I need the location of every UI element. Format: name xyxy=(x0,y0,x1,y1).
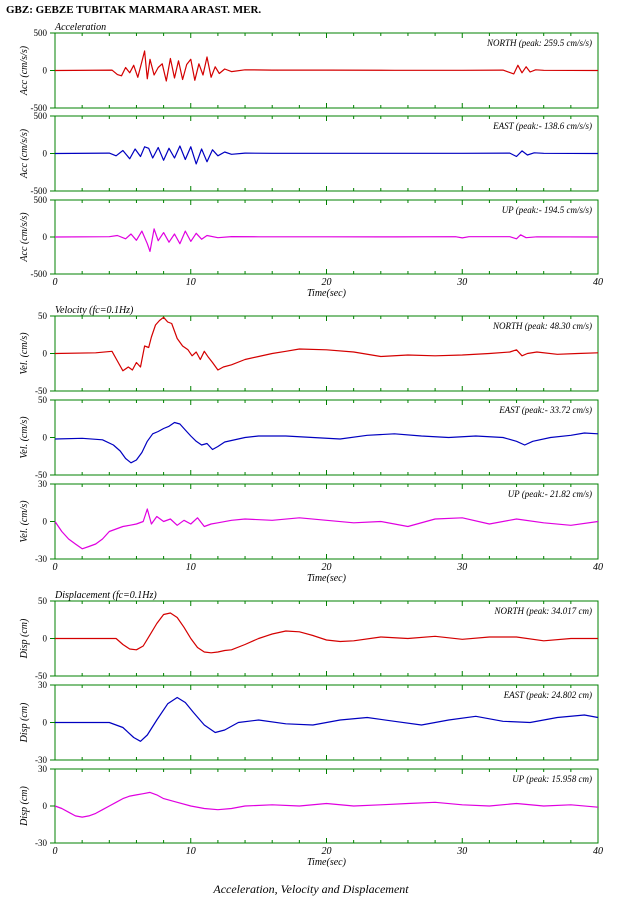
velocity-up-ylabel: Vel. (cm/s) xyxy=(19,500,30,543)
acceleration-east-peak-label: EAST (peak:- 138.6 cm/s/s) xyxy=(492,121,592,131)
velocity-xtick-label: 10 xyxy=(186,562,196,573)
acceleration-north-peak-label: NORTH (peak: 259.5 cm/s/s) xyxy=(486,38,592,48)
acceleration-xtick-label: 0 xyxy=(53,277,58,288)
velocity-east-ytick-label: -50 xyxy=(35,470,47,480)
acceleration-up-peak-label: UP (peak:- 194.5 cm/s/s) xyxy=(502,205,592,215)
acceleration-group-label: Acceleration xyxy=(54,22,106,33)
velocity-xlabel: Time(sec) xyxy=(307,573,347,584)
acceleration-xtick-label: 10 xyxy=(186,277,196,288)
acceleration-up-ytick-label: 500 xyxy=(34,195,48,205)
displacement-xtick-label: 30 xyxy=(456,846,467,857)
displacement-north-ytick-label: -50 xyxy=(35,671,47,681)
acceleration-up-series-line xyxy=(54,228,599,252)
displacement-north-ytick-label: 0 xyxy=(43,634,48,644)
acceleration-north-series-line xyxy=(54,50,599,82)
displacement-east-ylabel: Disp (cm) xyxy=(19,702,30,743)
acceleration-north-ytick-label: 500 xyxy=(34,28,48,38)
acceleration-north-ylabel: Acc (cm/s/s) xyxy=(19,45,30,96)
displacement-xtick-label: 40 xyxy=(593,846,603,857)
displacement-xtick-label: 20 xyxy=(322,846,332,857)
acceleration-east-ylabel: Acc (cm/s/s) xyxy=(19,128,30,179)
acceleration-xtick-label: 20 xyxy=(322,277,332,288)
displacement-xtick-label: 10 xyxy=(186,846,196,857)
displacement-east-series-line xyxy=(55,696,599,742)
displacement-xtick-label: 0 xyxy=(53,846,58,857)
acceleration-xtick-label: 40 xyxy=(593,277,603,288)
displacement-up-ylabel: Disp (cm) xyxy=(19,785,30,826)
displacement-east-ytick-label: 0 xyxy=(43,718,48,728)
acceleration-up-ylabel: Acc (cm/s/s) xyxy=(19,212,30,263)
acceleration-east-ytick-label: 0 xyxy=(43,149,48,159)
velocity-north-ytick-label: -50 xyxy=(35,386,47,396)
acceleration-up-ytick-label: -500 xyxy=(31,269,48,279)
displacement-east-ytick-label: -30 xyxy=(35,755,47,765)
velocity-up-series-line xyxy=(54,508,599,550)
acceleration-east-series-line xyxy=(54,145,599,165)
acceleration-east-ytick-label: -500 xyxy=(31,186,48,196)
displacement-up-ytick-label: 0 xyxy=(43,801,48,811)
velocity-up-ytick-label: 30 xyxy=(38,479,48,489)
displacement-up-series-line xyxy=(54,791,599,818)
displacement-up-ytick-label: 30 xyxy=(38,764,48,774)
velocity-north-ytick-label: 0 xyxy=(43,349,48,359)
displacement-group-label: Displacement (fc=0.1Hz) xyxy=(54,590,157,601)
displacement-xlabel: Time(sec) xyxy=(307,857,347,868)
acceleration-east-ytick-label: 500 xyxy=(34,111,48,121)
displacement-north-peak-label: NORTH (peak: 34.017 cm) xyxy=(494,606,592,616)
displacement-up-peak-label: UP (peak: 15.958 cm) xyxy=(512,774,592,784)
velocity-north-peak-label: NORTH (peak: 48.30 cm/s) xyxy=(492,321,592,331)
velocity-east-ytick-label: 50 xyxy=(38,395,48,405)
displacement-north-series-line xyxy=(55,612,598,654)
acceleration-xlabel: Time(sec) xyxy=(307,288,347,299)
acceleration-north-ytick-label: -500 xyxy=(31,103,48,113)
velocity-xtick-label: 20 xyxy=(322,562,332,573)
velocity-east-series-line xyxy=(54,421,599,464)
velocity-east-ytick-label: 0 xyxy=(43,433,48,443)
velocity-group-label: Velocity (fc=0.1Hz) xyxy=(55,305,134,316)
velocity-up-peak-label: UP (peak:- 21.82 cm/s) xyxy=(508,489,592,499)
velocity-east-ylabel: Vel. (cm/s) xyxy=(19,416,30,459)
velocity-north-ytick-label: 50 xyxy=(38,311,48,321)
velocity-xtick-label: 30 xyxy=(456,562,467,573)
displacement-east-peak-label: EAST (peak: 24.802 cm) xyxy=(503,690,592,700)
velocity-north-series-line xyxy=(54,316,599,372)
figure-caption: Acceleration, Velocity and Displacement xyxy=(213,882,409,896)
acceleration-up-ytick-label: 0 xyxy=(43,232,48,242)
velocity-north-ylabel: Vel. (cm/s) xyxy=(19,332,30,375)
velocity-east-peak-label: EAST (peak:- 33.72 cm/s) xyxy=(498,405,592,415)
acceleration-north-ytick-label: 0 xyxy=(43,66,48,76)
displacement-north-ylabel: Disp (cm) xyxy=(19,618,30,659)
displacement-up-ytick-label: -30 xyxy=(35,838,47,848)
velocity-up-ytick-label: 0 xyxy=(43,517,48,527)
acceleration-xtick-label: 30 xyxy=(456,277,467,288)
figure-title: GBZ: GEBZE TUBITAK MARMARA ARAST. MER. xyxy=(6,4,262,16)
velocity-xtick-label: 40 xyxy=(593,562,603,573)
displacement-north-ytick-label: 50 xyxy=(38,596,48,606)
velocity-up-ytick-label: -30 xyxy=(35,554,47,564)
displacement-east-ytick-label: 30 xyxy=(38,680,48,690)
velocity-xtick-label: 0 xyxy=(53,562,58,573)
